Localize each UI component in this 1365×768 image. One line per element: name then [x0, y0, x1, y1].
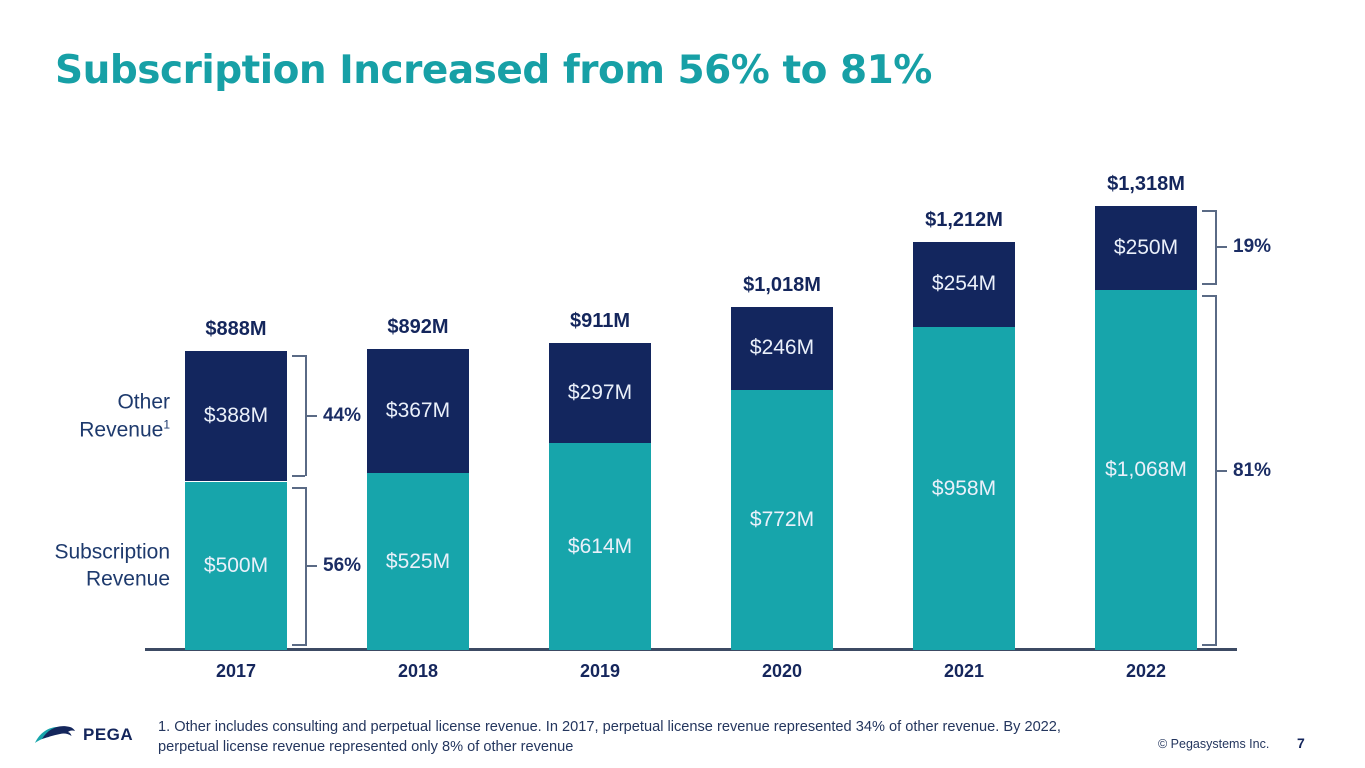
series-label-subscription: Subscription Revenue — [54, 540, 170, 591]
bracket-tick-middle — [305, 565, 317, 568]
bar-segment-other: $250M — [1095, 205, 1197, 291]
x-axis-line — [145, 648, 1237, 651]
other-value-label: $297M — [567, 381, 633, 405]
bar-segment-subscription: $500M — [185, 481, 287, 650]
subscription-value-label: $1,068M — [1105, 458, 1187, 482]
bar-segment-other: $246M — [731, 306, 833, 390]
subscription-value-label: $772M — [749, 507, 815, 531]
x-axis-tick-label: 2017 — [215, 661, 257, 681]
bracket-tick-top — [1202, 295, 1215, 298]
percent-label: 44% — [323, 404, 362, 426]
other-value-label: $388M — [203, 404, 269, 428]
total-label: $1,018M — [743, 273, 821, 296]
bracket-tick-top — [292, 486, 305, 489]
bar-segment-subscription: $525M — [367, 473, 469, 650]
bar-segment-subscription: $958M — [913, 327, 1015, 650]
pega-logo-text: PEGA — [83, 725, 134, 744]
bar-segment-subscription: $1,068M — [1095, 290, 1197, 650]
other-value-label: $246M — [749, 336, 815, 360]
x-axis-tick-label: 2021 — [943, 661, 985, 681]
x-axis-tick-label: 2020 — [761, 661, 803, 681]
bar-segment-other: $297M — [549, 342, 651, 444]
subscription-value-label: $614M — [567, 534, 633, 558]
bar-segment-subscription: $772M — [731, 389, 833, 650]
pega-logo: PEGA — [34, 722, 133, 748]
bracket-tick-bottom — [1202, 644, 1215, 646]
subscription-value-label: $500M — [203, 553, 269, 577]
percent-label: 19% — [1233, 236, 1272, 258]
series-label-other: Other Revenue1 — [79, 390, 170, 442]
copyright: © Pegasystems Inc. — [1158, 737, 1270, 751]
bracket-tick-middle — [1215, 246, 1227, 249]
bracket-tick-middle — [1215, 469, 1227, 472]
total-label: $1,212M — [925, 208, 1003, 231]
other-value-label: $250M — [1113, 235, 1179, 259]
total-label: $911M — [569, 309, 631, 332]
bracket-tick-bottom — [292, 644, 305, 646]
percent-label: 81% — [1233, 459, 1272, 481]
x-axis-tick-label: 2022 — [1125, 661, 1167, 681]
page-title: Subscription Increased from 56% to 81% — [55, 48, 932, 93]
subscription-value-label: $958M — [931, 476, 997, 500]
x-axis-tick-label: 2019 — [579, 661, 621, 681]
bar-segment-other: $367M — [367, 349, 469, 474]
footnote: 1. Other includes consulting and perpetu… — [158, 719, 1061, 756]
total-label: $1,318M — [1107, 172, 1185, 195]
other-value-label: $254M — [931, 272, 997, 296]
x-axis-tick-label: 2018 — [397, 661, 439, 681]
bar-segment-other: $254M — [913, 241, 1015, 328]
bar-segment-subscription: $614M — [549, 443, 651, 650]
total-label: $892M — [387, 316, 449, 339]
percent-label: 56% — [323, 555, 362, 577]
bar-segment-other: $388M — [185, 350, 287, 482]
other-value-label: $367M — [385, 399, 451, 423]
bracket-tick-bottom — [292, 474, 305, 477]
bracket-tick-middle — [305, 414, 317, 417]
pega-bird-icon — [34, 722, 78, 748]
bracket-tick-top — [292, 354, 305, 357]
bracket-tick-bottom — [1202, 283, 1215, 286]
bracket-tick-top — [1202, 209, 1215, 212]
page-number: 7 — [1297, 735, 1305, 751]
total-label: $888M — [205, 317, 267, 340]
subscription-value-label: $525M — [385, 549, 451, 573]
